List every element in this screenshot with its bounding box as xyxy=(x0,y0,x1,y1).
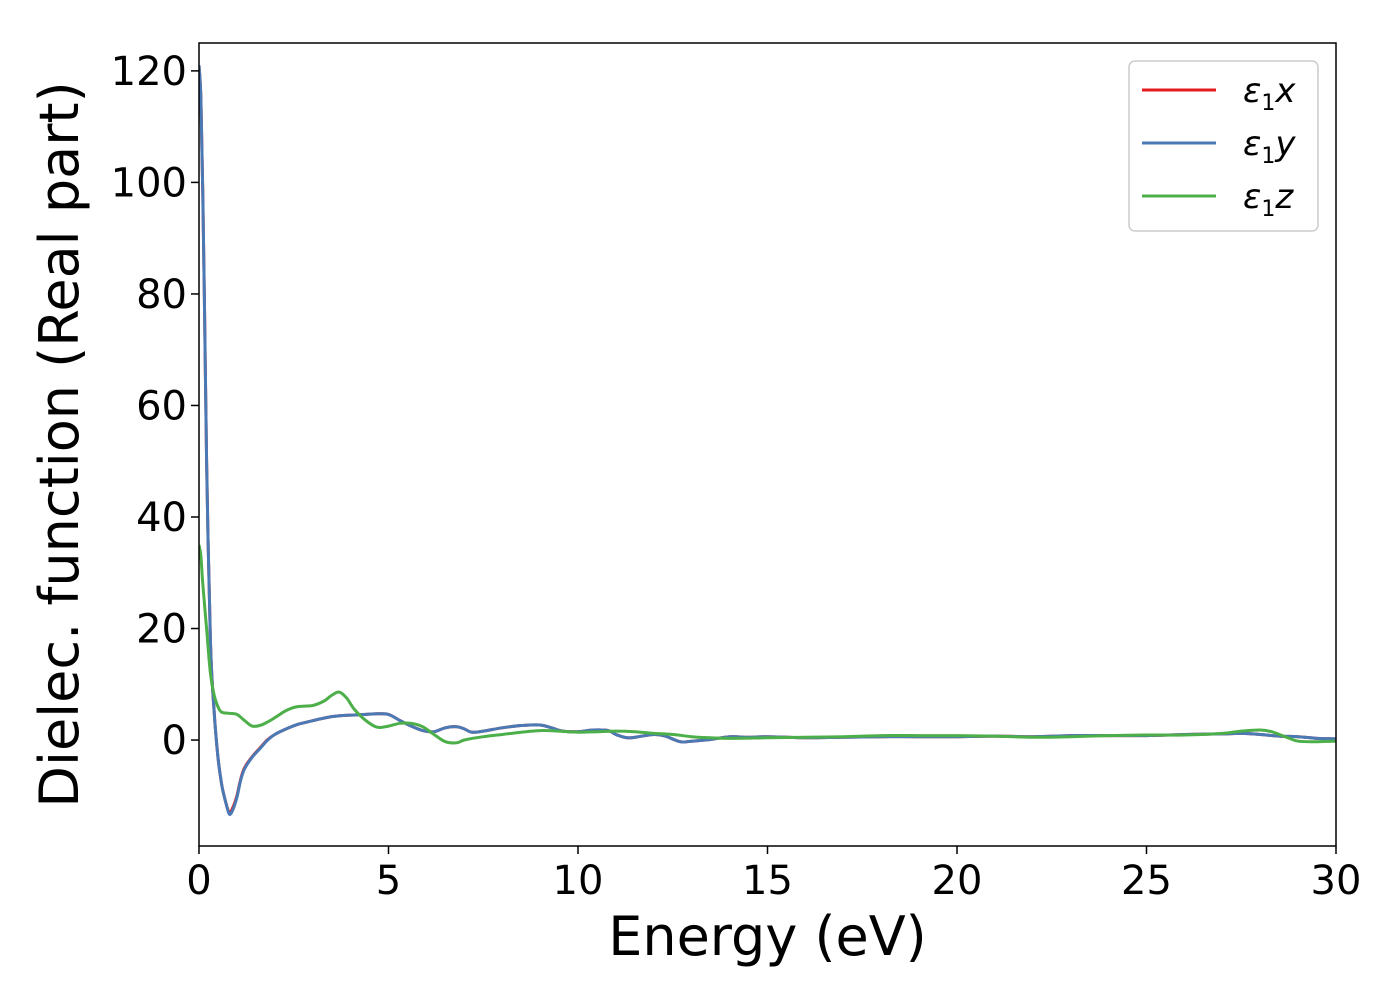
y-tick-label: 120 xyxy=(111,49,187,95)
y-tick-label: 80 xyxy=(136,272,187,318)
y-tick-label: 0 xyxy=(162,718,187,764)
series-layer xyxy=(199,65,1336,816)
x-tick-label: 5 xyxy=(376,858,401,904)
legend-box xyxy=(1128,60,1319,232)
x-tick-label: 25 xyxy=(1121,858,1172,904)
legend-label-z: ε1z xyxy=(1243,177,1294,222)
legend-label-y: ε1y xyxy=(1243,124,1296,169)
y-tick-label: 20 xyxy=(136,607,187,653)
y-tick-label: 60 xyxy=(136,383,187,429)
x-tick-label: 30 xyxy=(1311,858,1362,904)
x-tick-label: 10 xyxy=(553,858,604,904)
x-axis-title: Energy (eV) xyxy=(608,905,927,968)
x-axis-ticks: 0 5 10 15 20 25 30 xyxy=(186,846,1361,904)
x-tick-label: 0 xyxy=(186,858,211,904)
x-tick-label: 20 xyxy=(932,858,983,904)
series-line-z xyxy=(199,544,1336,745)
y-axis-ticks: 0 20 40 60 80 100 120 xyxy=(111,49,199,764)
x-tick-label: 15 xyxy=(742,858,793,904)
legend-label-x: ε1x xyxy=(1243,71,1296,116)
y-tick-label: 40 xyxy=(136,495,187,541)
y-tick-label: 100 xyxy=(111,160,187,206)
y-axis-title: Dielec. function (Real part) xyxy=(28,81,91,807)
legend: ε1x ε1y ε1z xyxy=(1128,60,1319,232)
